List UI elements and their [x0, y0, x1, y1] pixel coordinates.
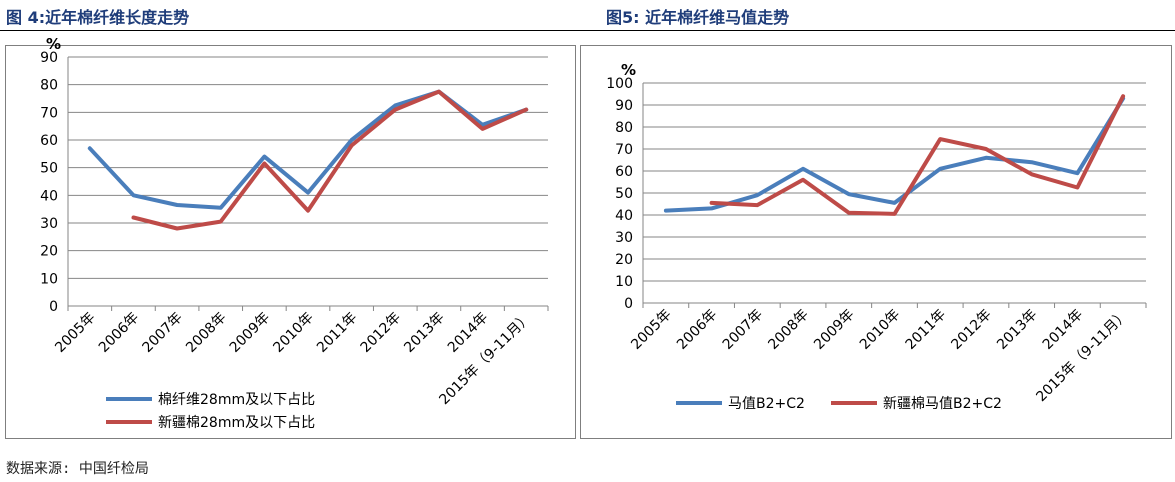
- y-tick-label: 80: [40, 78, 58, 94]
- x-tick-label: 2009年: [811, 307, 857, 353]
- y-tick-label: 40: [40, 188, 58, 204]
- y-axis-unit: %: [46, 35, 61, 53]
- x-tick-label: 2008年: [183, 310, 229, 356]
- x-tick-label: 2009年: [227, 310, 273, 356]
- y-tick-label: 70: [615, 142, 633, 158]
- x-tick-label: 2005年: [628, 307, 674, 353]
- right-figure-title: 图5: 近年棉纤维马值走势: [606, 8, 790, 27]
- fiber-length-chart-svg: 0 10 20 30 40 50 60 70 80 90% 2005年2006年2007年2008年…: [40, 35, 549, 431]
- fiber-length-chart: 0 10 20 30 40 50 60 70 80 90% 2005年 2006年 2007年 2008年…: [5, 35, 576, 439]
- x-tick-label: 2008年: [765, 307, 811, 353]
- y-tick-label: 60: [615, 164, 633, 180]
- y-tick-label: 100: [606, 76, 633, 92]
- y-tick-label: 90: [40, 50, 58, 66]
- y-tick-label: 10: [615, 274, 633, 290]
- x-tick-label: 2012年: [948, 307, 994, 353]
- x-tick-label: 2006年: [674, 307, 720, 353]
- y-tick-label: 60: [40, 133, 58, 149]
- x-tick-label: 2007年: [140, 310, 186, 356]
- y-tick-label: 50: [40, 161, 58, 177]
- x-tick-label: 2011年: [903, 307, 949, 353]
- x-tick-label: 2012年: [358, 310, 404, 356]
- x-tick-label: 2010年: [270, 310, 316, 356]
- x-tick-label: 2006年: [96, 310, 142, 356]
- y-axis-unit: %: [621, 61, 636, 79]
- data-source-note: 数据来源: 中国纤检局: [6, 461, 149, 477]
- legend-label-2: 新疆棉28mm及以下占比: [158, 414, 315, 431]
- y-tick-label: 40: [615, 208, 633, 224]
- left-figure-title: 图 4:近年棉纤维长度走势: [6, 8, 190, 27]
- micronaire-chart: 0 10 20 30 40 50 60 70 80 90 100% 2005年 2006年 2007年 20…: [580, 45, 1172, 439]
- y-tick-label: 20: [40, 244, 58, 260]
- y-tick-label: 50: [615, 186, 633, 202]
- y-tick-label: 30: [40, 216, 58, 232]
- series-line-1: [663, 96, 1126, 213]
- y-tick-label: 80: [615, 120, 633, 136]
- x-tick-label: 2011年: [314, 310, 360, 356]
- y-tick-label: 90: [615, 98, 633, 114]
- x-tick-label: 2010年: [857, 307, 903, 353]
- x-tick-label: 2014年: [1040, 307, 1086, 353]
- x-tick-label: 2005年: [52, 310, 98, 356]
- y-tick-label: 20: [615, 252, 633, 268]
- legend-label-1: 棉纤维28mm及以下占比: [158, 391, 315, 408]
- y-tick-label: 0: [624, 296, 633, 312]
- series-line-2: [131, 89, 529, 231]
- y-tick-label: 30: [615, 230, 633, 246]
- x-tick-label: 2013年: [401, 310, 447, 356]
- title-divider: [0, 30, 1175, 31]
- y-tick-label: 0: [49, 299, 58, 315]
- y-tick-label: 70: [40, 105, 58, 121]
- x-tick-label: 2007年: [720, 307, 766, 353]
- legend-label-1: 马值B2+C2: [728, 396, 805, 412]
- x-tick-label: 2013年: [994, 307, 1040, 353]
- y-tick-label: 10: [40, 271, 58, 287]
- legend-label-2: 新疆棉马值B2+C2: [883, 395, 1002, 412]
- series-line-2: [709, 94, 1126, 216]
